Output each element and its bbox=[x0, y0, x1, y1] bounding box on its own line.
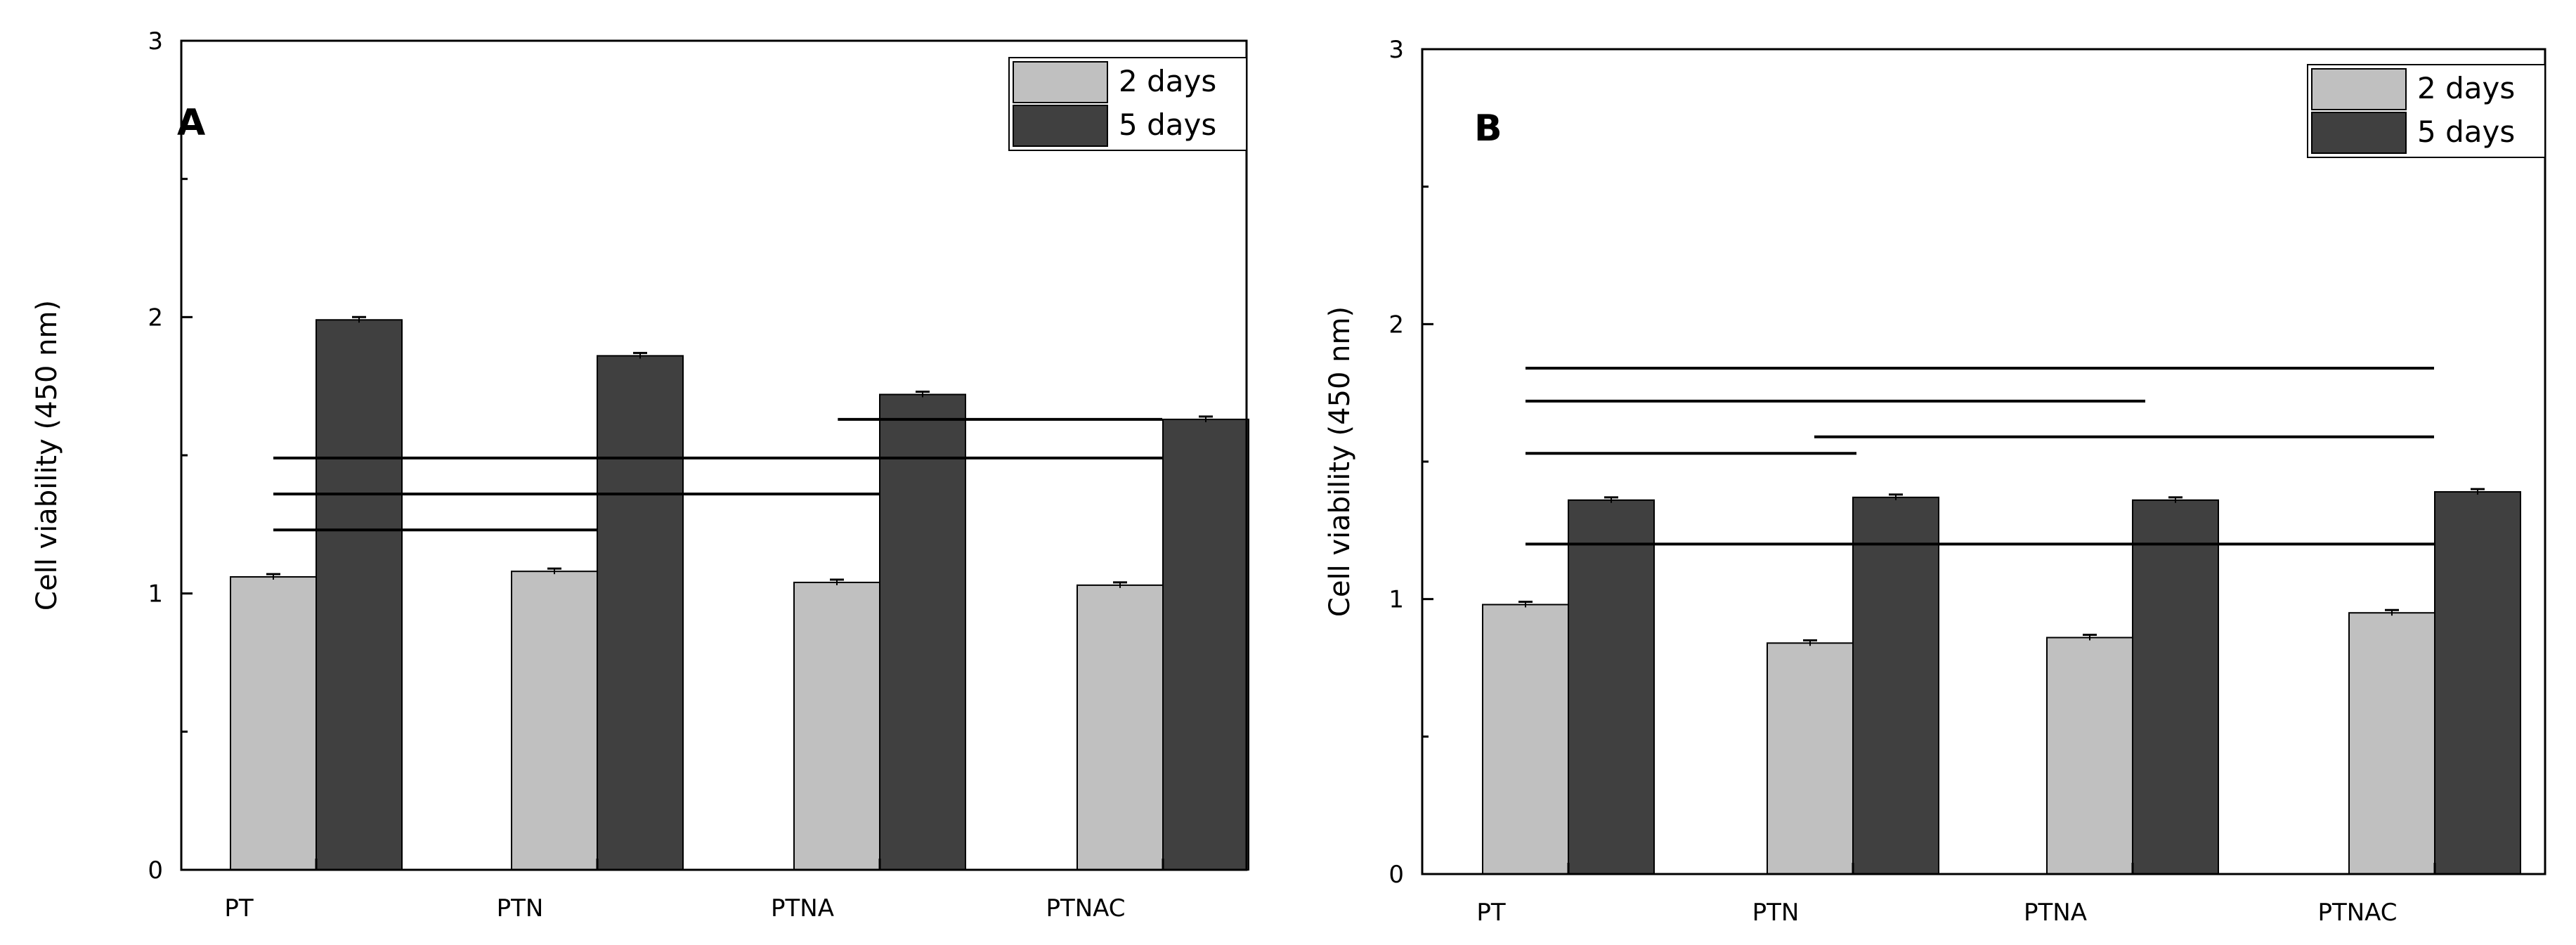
bar-2-days-ptna bbox=[793, 581, 880, 871]
legend-swatch-2-days bbox=[2311, 68, 2407, 110]
legend-swatch-5-days bbox=[2311, 112, 2407, 154]
x-tick-label-ptnac: PTNAC bbox=[1046, 894, 1125, 923]
x-tick-label-ptna: PTNA bbox=[771, 894, 834, 923]
bar-5-days-pt bbox=[316, 319, 403, 871]
y-tick-label: 3 bbox=[148, 27, 163, 56]
legend-label-2-days: 2 days bbox=[2417, 71, 2515, 105]
y-axis-label: Cell viability (450 nm) bbox=[1324, 306, 1356, 617]
panel-label: A bbox=[177, 102, 205, 144]
chart-panel-b: 0 1 2 3 PT PTN PTNA PTNAC Cell viability (450 nm… bbox=[1324, 36, 2546, 927]
bar-2-days-ptn bbox=[511, 571, 598, 871]
bar-2-days-ptnac bbox=[1076, 584, 1164, 871]
bar-2-days-ptn bbox=[1767, 642, 1854, 875]
bar-2-days-pt bbox=[230, 576, 317, 871]
bar-2-days-ptna bbox=[2046, 637, 2133, 875]
legend-swatch-2-days bbox=[1013, 61, 1108, 103]
y-tick-label: 1 bbox=[148, 580, 163, 608]
y-tick-label: 3 bbox=[1388, 36, 1404, 64]
bar-2-days-pt bbox=[1482, 604, 1569, 875]
y-tick-label: 2 bbox=[148, 304, 163, 332]
legend: 2 days 5 days bbox=[1008, 57, 1247, 151]
bar-5-days-ptna bbox=[879, 393, 966, 871]
bar-5-days-ptn bbox=[597, 355, 684, 871]
y-axis-label: Cell viability (450 nm) bbox=[31, 300, 63, 611]
panel-label: B bbox=[1474, 107, 1502, 150]
bar-2-days-ptnac bbox=[2348, 612, 2435, 875]
x-tick-label-ptnac: PTNAC bbox=[2317, 899, 2397, 927]
bar-5-days-ptnac bbox=[2434, 491, 2521, 875]
legend-label-2-days: 2 days bbox=[1119, 64, 1216, 98]
x-tick-label-pt: PT bbox=[1476, 899, 1506, 927]
y-tick-label: 0 bbox=[1388, 861, 1404, 889]
bar-5-days-ptna bbox=[2132, 499, 2219, 875]
legend: 2 days 5 days bbox=[2307, 64, 2546, 158]
bar-5-days-ptn bbox=[1852, 496, 1939, 875]
x-tick-label-ptn: PTN bbox=[1752, 899, 1800, 927]
x-tick-label-ptn: PTN bbox=[497, 894, 544, 923]
x-tick-label-pt: PT bbox=[224, 894, 254, 923]
chart-panel-a: 0 1 2 3 PT PTN PTNA PTNAC Cell viability (450 nm… bbox=[31, 27, 1249, 923]
legend-label-5-days: 5 days bbox=[1119, 107, 1216, 142]
bar-5-days-ptnac bbox=[1162, 418, 1249, 871]
legend-label-5-days: 5 days bbox=[2417, 115, 2515, 149]
legend-swatch-5-days bbox=[1013, 105, 1108, 147]
y-tick-label: 2 bbox=[1388, 311, 1404, 339]
x-tick-label-ptna: PTNA bbox=[2024, 899, 2087, 927]
y-tick-label: 1 bbox=[1388, 586, 1404, 614]
y-tick-label: 0 bbox=[148, 856, 163, 885]
bar-5-days-pt bbox=[1568, 499, 1655, 875]
